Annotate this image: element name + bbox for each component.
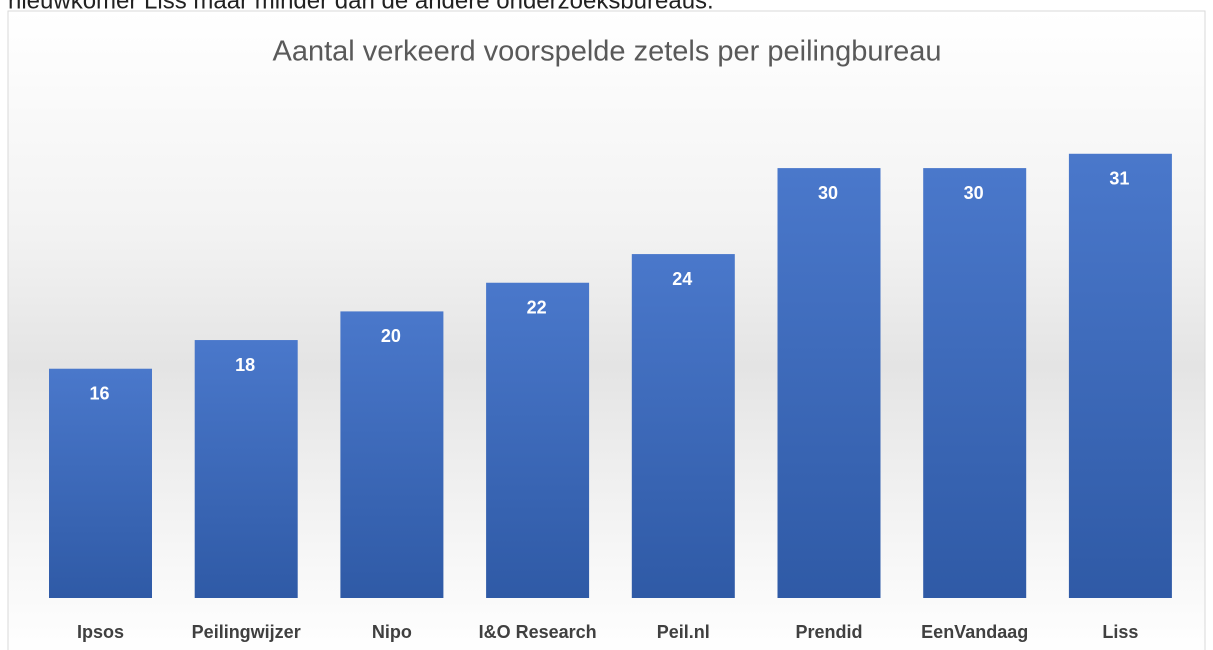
x-tick-label: Peil.nl	[657, 622, 710, 642]
data-label: 31	[1109, 169, 1129, 189]
data-label: 18	[235, 355, 255, 375]
bar	[631, 254, 735, 598]
x-tick-label: EenVandaag	[921, 622, 1028, 642]
data-label: 30	[818, 183, 838, 203]
bar	[194, 340, 298, 598]
data-label: 30	[964, 183, 984, 203]
bar	[777, 168, 881, 598]
x-tick-label: Prendid	[795, 622, 862, 642]
bar	[923, 168, 1027, 598]
bar	[49, 368, 152, 598]
x-tick-label: Peilingwijzer	[192, 622, 301, 642]
chart-title: Aantal verkeerd voorspelde zetels per pe…	[272, 36, 941, 68]
data-label: 16	[89, 383, 109, 403]
data-label: 22	[527, 297, 547, 317]
data-label: 24	[672, 269, 692, 289]
x-tick-label: Ipsos	[77, 622, 124, 642]
data-label: 20	[381, 326, 401, 346]
x-tick-label: Nipo	[372, 622, 412, 642]
bar	[486, 282, 590, 598]
x-tick-label: Liss	[1102, 622, 1138, 642]
bar	[1068, 153, 1172, 598]
bar	[340, 311, 444, 598]
x-tick-label: I&O Research	[479, 622, 597, 642]
